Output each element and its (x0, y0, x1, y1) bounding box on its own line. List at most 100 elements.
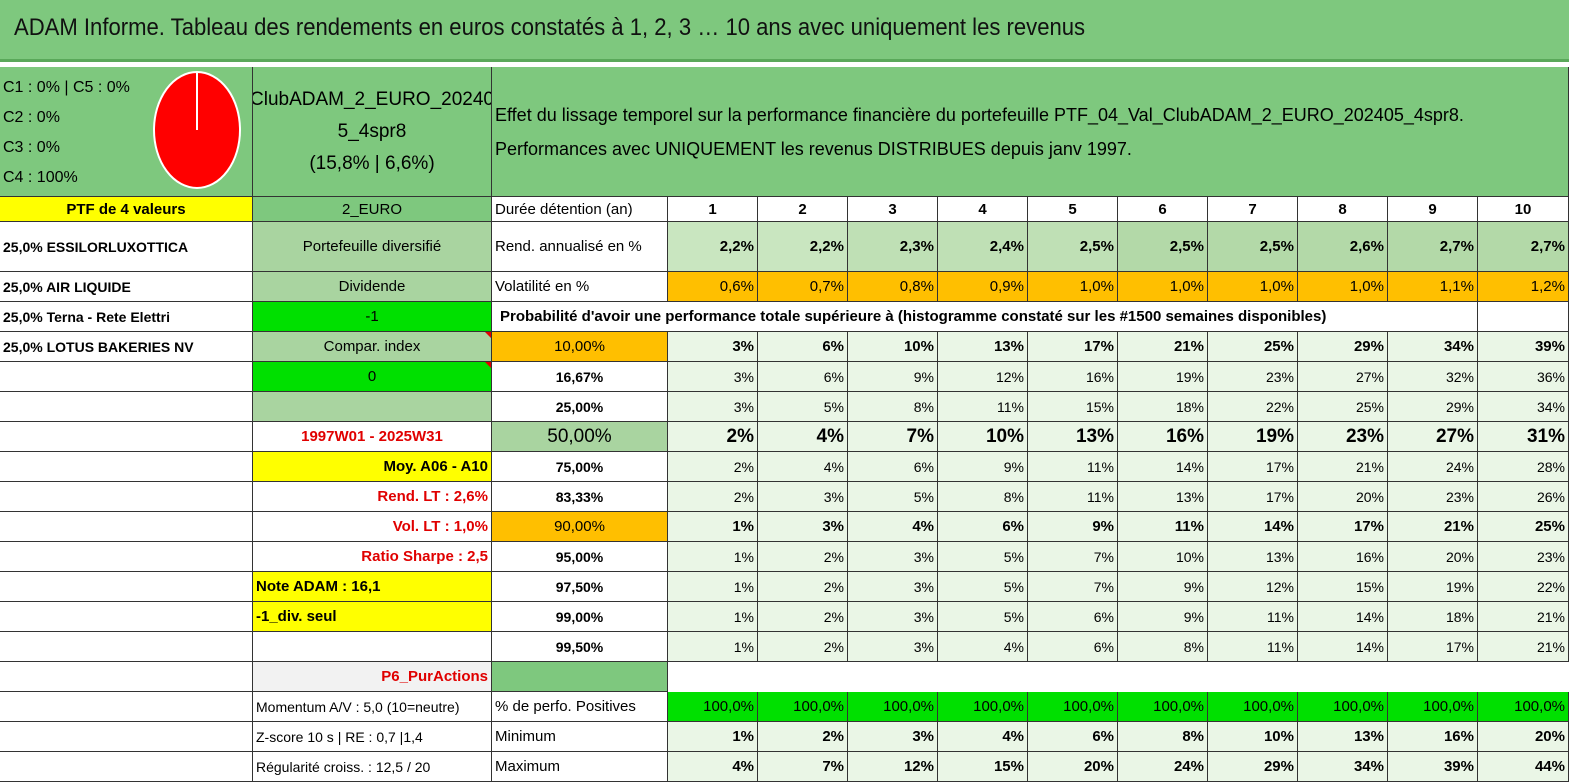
probability-value: 14% (1298, 602, 1388, 632)
probability-value: 17% (1298, 512, 1388, 542)
probability-value: 3% (758, 482, 848, 512)
empty-cell (0, 692, 253, 722)
pos-value: 100,0% (1028, 692, 1118, 722)
year-header: 6 (1118, 197, 1208, 222)
portfolio-name-line2: 5_4spr8 (337, 120, 407, 142)
pos-value: 100,0% (1208, 692, 1298, 722)
probability-value: 4% (938, 632, 1028, 662)
probability-value: 16% (1298, 542, 1388, 572)
max-value: 39% (1388, 752, 1478, 782)
probability-value: 23% (1388, 482, 1478, 512)
probability-threshold: 50,00% (492, 422, 668, 452)
mid-compar: Compar. index (253, 332, 492, 362)
mid-p6: P6_PurActions (253, 662, 492, 692)
year-header: 9 (1388, 197, 1478, 222)
empty-cell (0, 362, 253, 392)
probability-value: 8% (938, 482, 1028, 512)
probability-value: 5% (848, 482, 938, 512)
year-header: 5 (1028, 197, 1118, 222)
probability-value: 7% (1028, 542, 1118, 572)
min-value: 10% (1208, 722, 1298, 752)
vol-value: 0,7% (758, 272, 848, 302)
probability-value: 26% (1478, 482, 1569, 512)
mid-empty (253, 392, 492, 422)
mid-vol-lt: Vol. LT : 1,0% (253, 512, 492, 542)
probability-value: 14% (1298, 632, 1388, 662)
probability-value: 18% (1118, 392, 1208, 422)
probability-value: 3% (758, 512, 848, 542)
mid-zscore: Z-score 10 s | RE : 0,7 |1,4 (253, 722, 492, 752)
probability-value: 6% (758, 362, 848, 392)
probability-value: 13% (1028, 422, 1118, 452)
probability-value: 25% (1298, 392, 1388, 422)
probability-value: 1% (668, 602, 758, 632)
probability-value: 9% (1118, 572, 1208, 602)
empty-cell (0, 542, 253, 572)
max-label: Maximum (492, 752, 668, 782)
year-header: 2 (758, 197, 848, 222)
year-header: 4 (938, 197, 1028, 222)
probability-value: 17% (1388, 632, 1478, 662)
rend-value: 2,2% (668, 222, 758, 272)
min-value: 2% (758, 722, 848, 752)
rend-value: 2,6% (1298, 222, 1388, 272)
holding-item: 25,0% Terna - Rete Elettri (0, 302, 253, 332)
mid-period: 1997W01 - 2025W31 (253, 422, 492, 452)
mid-note: Note ADAM : 16,1 (253, 572, 492, 602)
mid-moy: Moy. A06 - A10 (253, 452, 492, 482)
empty-cell (0, 722, 253, 752)
probability-threshold: 90,00% (492, 512, 668, 542)
empty-cell (0, 632, 253, 662)
allocation-pie-chart (153, 71, 241, 189)
probability-value: 2% (668, 422, 758, 452)
max-value: 24% (1118, 752, 1208, 782)
max-value: 34% (1298, 752, 1388, 782)
portfolio-name-line1: ClubADAM_2_EURO_20240 (253, 88, 492, 110)
min-value: 1% (668, 722, 758, 752)
vol-value: 1,0% (1208, 272, 1298, 302)
probability-value: 9% (938, 452, 1028, 482)
probability-value: 24% (1388, 452, 1478, 482)
probability-value: 11% (938, 392, 1028, 422)
probability-value: 3% (668, 362, 758, 392)
probability-value: 2% (758, 542, 848, 572)
rend-value: 2,3% (848, 222, 938, 272)
probability-value: 22% (1208, 392, 1298, 422)
probability-value: 25% (1478, 512, 1569, 542)
probability-threshold: 99,50% (492, 632, 668, 662)
probability-value: 1% (668, 512, 758, 542)
probability-value: 34% (1388, 332, 1478, 362)
probability-value: 10% (938, 422, 1028, 452)
probability-value: 32% (1388, 362, 1478, 392)
probability-value: 4% (758, 452, 848, 482)
allocation-line: C4 : 100% (3, 169, 78, 186)
probability-threshold: 95,00% (492, 542, 668, 572)
probability-threshold: 83,33% (492, 482, 668, 512)
vol-value: 1,2% (1478, 272, 1569, 302)
year-header: 3 (848, 197, 938, 222)
probability-threshold: 75,00% (492, 452, 668, 482)
probability-value: 9% (1028, 512, 1118, 542)
year-header: 1 (668, 197, 758, 222)
vol-value: 1,0% (1028, 272, 1118, 302)
rend-value: 2,5% (1208, 222, 1298, 272)
pos-value: 100,0% (938, 692, 1028, 722)
vol-value: 1,0% (1298, 272, 1388, 302)
pos-value: 100,0% (1478, 692, 1569, 722)
vol-value: 1,1% (1388, 272, 1478, 302)
empty-cell (0, 392, 253, 422)
max-value: 12% (848, 752, 938, 782)
min-value: 8% (1118, 722, 1208, 752)
mid-sharpe: Ratio Sharpe : 2,5 (253, 542, 492, 572)
probability-value: 22% (1478, 572, 1569, 602)
probability-value: 39% (1478, 332, 1569, 362)
probability-value: 1% (668, 632, 758, 662)
mid-div: -1_div. seul (253, 602, 492, 632)
year-header: 7 (1208, 197, 1298, 222)
probability-value: 36% (1478, 362, 1569, 392)
rend-label: Rend. annualisé en % (492, 222, 668, 272)
min-label: Minimum (492, 722, 668, 752)
probability-value: 3% (848, 632, 938, 662)
empty-cell (0, 452, 253, 482)
empty-cell (0, 482, 253, 512)
